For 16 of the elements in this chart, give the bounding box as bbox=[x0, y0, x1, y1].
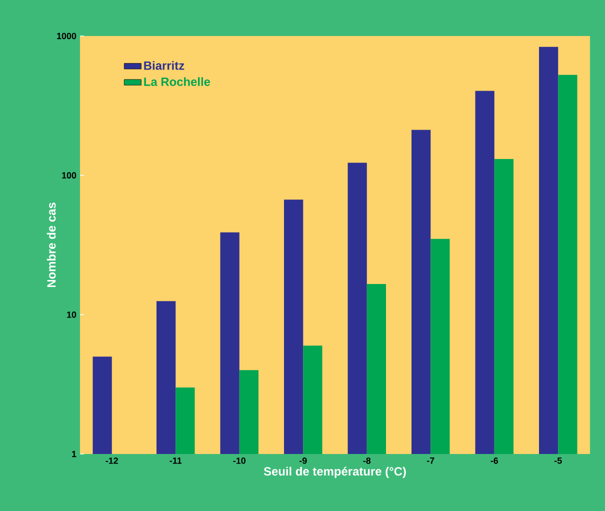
x-axis-title: Seuil de température (°C) bbox=[264, 466, 406, 478]
x-tick-label: -7 bbox=[426, 458, 434, 464]
x-tick-label: -9 bbox=[299, 458, 307, 464]
legend-label: Biarritz bbox=[144, 61, 184, 70]
y-tick-label: 1 bbox=[72, 450, 76, 458]
x-tick-label: -5 bbox=[554, 458, 562, 464]
y-tick-label: 10 bbox=[67, 311, 76, 318]
x-tick-label: -11 bbox=[170, 458, 182, 464]
y-tick-label: 100 bbox=[62, 172, 76, 179]
x-tick-label: -8 bbox=[363, 458, 371, 464]
x-tick-label: -12 bbox=[106, 458, 118, 464]
y-tick-label: 1000 bbox=[57, 32, 76, 40]
x-tick-label: -6 bbox=[490, 458, 498, 464]
legend-label: La Rochelle bbox=[144, 77, 210, 86]
x-tick-label: -10 bbox=[233, 458, 246, 464]
y-axis-title: Nombre de cas bbox=[46, 202, 56, 288]
